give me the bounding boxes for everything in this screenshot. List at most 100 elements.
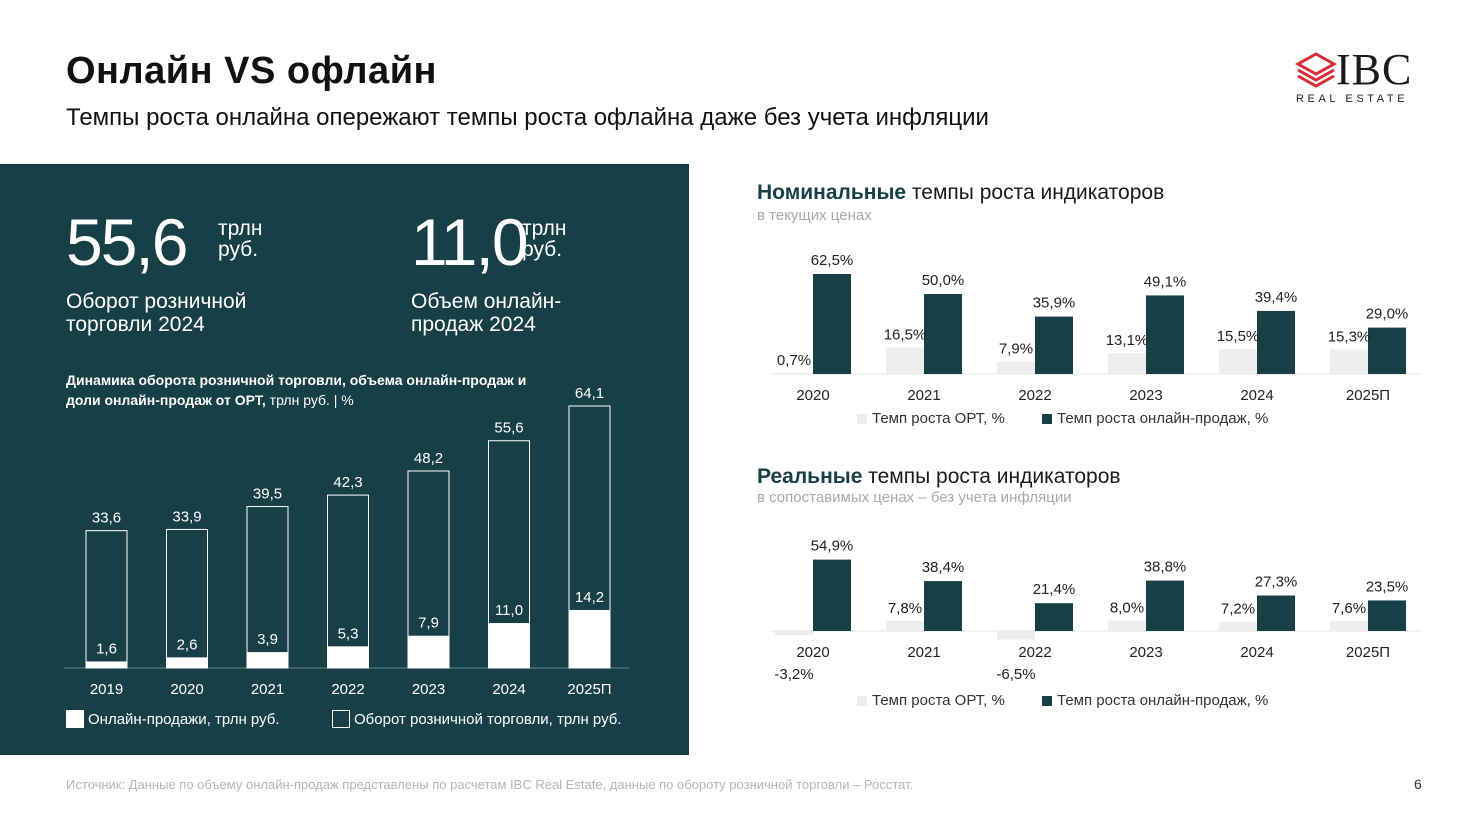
kpi-label-line2: торговли 2024 xyxy=(66,313,205,336)
retail-value-label: 64,1 xyxy=(575,385,604,402)
real-title-rest: темпы роста индикаторов xyxy=(862,465,1121,488)
retail-online-bar-chart: 33,6 1,6 2019 33,9 2,6 2020 39,5 3,9 2021 42,3 5,3… xyxy=(64,385,629,698)
x-tick-label: 2021 xyxy=(907,387,940,404)
nominal-chart-subtitle: в текущих ценах xyxy=(757,207,872,224)
ort-growth-bar xyxy=(997,361,1035,374)
ort-growth-label: 15,5% xyxy=(1217,328,1260,345)
online-growth-label: 62,5% xyxy=(811,252,854,269)
logo-subtitle: REAL ESTATE xyxy=(1296,93,1409,105)
legend-swatch-ort xyxy=(857,413,867,424)
ort-growth-label: 7,2% xyxy=(1221,601,1255,618)
nominal-legend-ort-label: Темп роста ОРТ, % xyxy=(872,410,1005,427)
online-growth-label: 23,5% xyxy=(1366,578,1409,595)
online-growth-bar xyxy=(1146,295,1184,374)
ort-growth-bar xyxy=(1330,349,1368,374)
online-growth-bar xyxy=(813,559,851,631)
page-number: 6 xyxy=(1414,776,1422,792)
real-growth-bar-chart: 54,9% 2020 -3,2% 38,4% 2021 7,8% 21,4% 2022 -6,5… xyxy=(770,538,1422,683)
x-tick-label: 2022 xyxy=(1018,644,1051,661)
legend-retail-label: Оборот розничной торговли, трлн руб. xyxy=(354,710,622,728)
ort-growth-label: 15,3% xyxy=(1328,329,1371,346)
legend-swatch-retail xyxy=(332,710,350,728)
logo-wordmark: IBC xyxy=(1336,45,1413,94)
online-value-label: 11,0 xyxy=(495,602,523,619)
x-tick-label: 2020 xyxy=(170,681,203,698)
left-chart-title-unit: трлн руб. | % xyxy=(265,392,354,408)
online-value-label: 5,3 xyxy=(338,625,359,642)
nominal-chart-title: Номинальные темпы роста индикаторов xyxy=(757,181,1164,205)
retail-value-label: 42,3 xyxy=(333,474,362,491)
kpi-label-line2: продаж 2024 xyxy=(411,313,536,336)
online-growth-label: 39,4% xyxy=(1255,289,1298,306)
online-sales-bar xyxy=(327,646,369,668)
legend-swatch-online xyxy=(1042,413,1052,424)
kpi-value: 11,0 xyxy=(411,205,529,279)
ort-growth-bar xyxy=(886,347,924,374)
kpi-unit: трлн руб. xyxy=(522,218,566,260)
online-growth-label: 50,0% xyxy=(922,272,965,289)
online-growth-bar xyxy=(1035,316,1073,374)
x-tick-label: 2025П xyxy=(567,681,611,698)
retail-value-label: 48,2 xyxy=(414,450,443,467)
nominal-legend-ort: Темп роста ОРТ, % xyxy=(857,410,1005,427)
ort-growth-label: -3,2% xyxy=(774,666,813,683)
kpi-label-line1: Объем онлайн- xyxy=(411,290,562,313)
x-tick-label: 2020 xyxy=(796,644,829,661)
online-growth-label: 21,4% xyxy=(1033,581,1076,598)
kpi-value: 55,6 xyxy=(66,205,188,279)
online-sales-bar xyxy=(408,635,449,668)
online-growth-label: 54,9% xyxy=(811,538,854,555)
ort-growth-label: 16,5% xyxy=(884,327,927,344)
page-title: Онлайн VS офлайн xyxy=(66,50,438,92)
x-tick-label: 2021 xyxy=(251,681,284,698)
online-growth-bar xyxy=(924,581,962,631)
x-tick-label: 2023 xyxy=(1129,387,1162,404)
ort-growth-bar xyxy=(997,631,1035,640)
online-growth-bar xyxy=(1368,600,1406,631)
ort-growth-label: 8,0% xyxy=(1110,600,1144,617)
ibc-logo: IBC REAL ESTATE xyxy=(1294,46,1424,108)
online-growth-label: 38,4% xyxy=(922,559,965,576)
online-growth-bar xyxy=(813,274,851,374)
kpi-panel: 55,6 трлн руб. Оборот розничной торговли… xyxy=(0,164,689,755)
online-growth-label: 38,8% xyxy=(1144,559,1187,576)
real-legend-online-label: Темп роста онлайн-продаж, % xyxy=(1057,692,1269,709)
online-growth-bar xyxy=(1257,310,1295,374)
online-value-label: 7,9 xyxy=(418,615,439,632)
left-chart-title-bold: Динамика оборота розничной торговли, объ… xyxy=(66,372,527,408)
legend-swatch-online xyxy=(66,710,84,728)
legend-online-label: Онлайн-продажи, трлн руб. xyxy=(88,710,280,728)
online-value-label: 3,9 xyxy=(257,631,278,648)
online-growth-bar xyxy=(1368,327,1406,374)
ort-growth-bar xyxy=(1330,621,1368,631)
online-value-label: 14,2 xyxy=(575,589,604,606)
ort-growth-label: 0,7% xyxy=(777,352,811,369)
online-sales-bar xyxy=(569,609,610,668)
ort-growth-label: 7,8% xyxy=(888,600,922,617)
online-growth-bar xyxy=(924,294,962,374)
kpi-label: Объем онлайн- продаж 2024 xyxy=(411,290,671,336)
kpi-unit-line2: руб. xyxy=(218,238,259,261)
x-tick-label: 2023 xyxy=(412,681,445,698)
online-growth-bar xyxy=(1257,595,1295,631)
real-title-bold: Реальные xyxy=(757,465,863,488)
real-chart-subtitle: в сопоставимых ценах – без учета инфляци… xyxy=(757,489,1072,506)
nominal-growth-bar-chart: 62,5% 2020 0,7% 50,0% 2021 16,5% 35,9% 2022 7,9%… xyxy=(770,252,1422,404)
nominal-legend-online-label: Темп роста онлайн-продаж, % xyxy=(1057,410,1269,427)
nominal-title-rest: темпы роста индикаторов xyxy=(906,181,1165,204)
kpi-unit-line2: руб. xyxy=(522,238,563,261)
kpi-unit-line1: трлн xyxy=(522,217,567,240)
x-tick-label: 2020 xyxy=(796,387,829,404)
real-legend-ort: Темп роста ОРТ, % xyxy=(857,692,1005,709)
online-value-label: 2,6 xyxy=(177,636,198,653)
real-legend-ort-label: Темп роста ОРТ, % xyxy=(872,692,1005,709)
x-tick-label: 2021 xyxy=(907,644,940,661)
retail-value-label: 33,9 xyxy=(172,508,201,525)
online-growth-label: 49,1% xyxy=(1144,273,1187,290)
x-tick-label: 2025П xyxy=(1346,644,1390,661)
left-chart-title: Динамика оборота розничной торговли, объ… xyxy=(66,370,536,410)
x-tick-label: 2024 xyxy=(1240,387,1273,404)
retail-value-label: 33,6 xyxy=(92,510,121,527)
x-tick-label: 2025П xyxy=(1346,387,1390,404)
x-tick-label: 2019 xyxy=(90,681,123,698)
